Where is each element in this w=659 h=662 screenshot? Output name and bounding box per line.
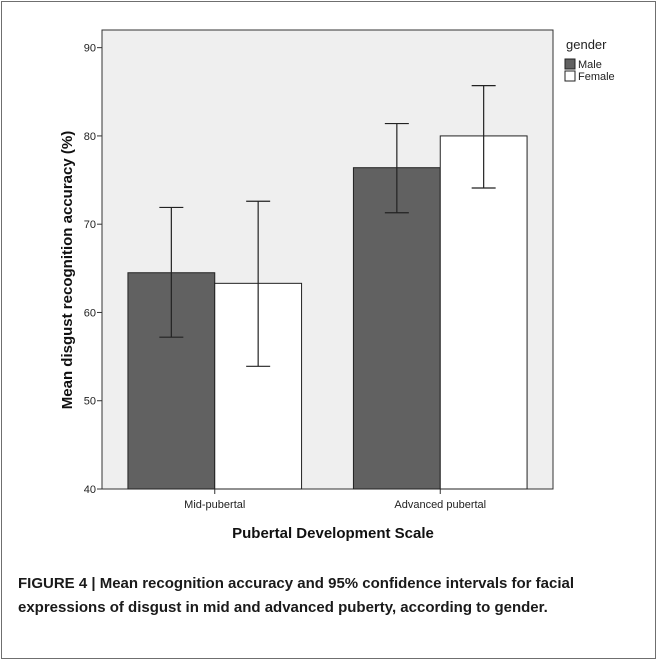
y-tick-label: 80 [84,131,96,143]
y-tick-label: 40 [84,484,96,496]
y-tick-label: 90 [84,43,96,55]
x-tick-label: Advanced pubertal [394,499,486,511]
legend-swatch-female [564,70,576,82]
plot-area: 40 50 60 70 80 90 Mid-pubertal Advanced puberta… [84,29,554,511]
legend-swatch-male [564,58,576,70]
legend-label-male: Male [578,59,602,71]
legend-title: gender [566,37,607,52]
figure-caption: FIGURE 4 | Mean recognition accuracy and… [18,575,575,616]
x-tick-label: Mid-pubertal [184,499,245,511]
y-tick-label: 60 [84,307,96,319]
legend-label-female: Female [578,71,615,83]
bar-chart: 40 50 60 70 80 90 Mid-pubertal Advanced puberta… [59,29,615,542]
y-tick-label: 70 [84,219,96,231]
x-axis-title: Pubertal Development Scale [232,525,434,542]
y-axis-title: Mean disgust recognition accuracy (%) [59,131,76,409]
bar-male-advanced [352,167,441,490]
bar-female-advanced [439,135,528,490]
y-tick-label: 50 [84,396,96,408]
